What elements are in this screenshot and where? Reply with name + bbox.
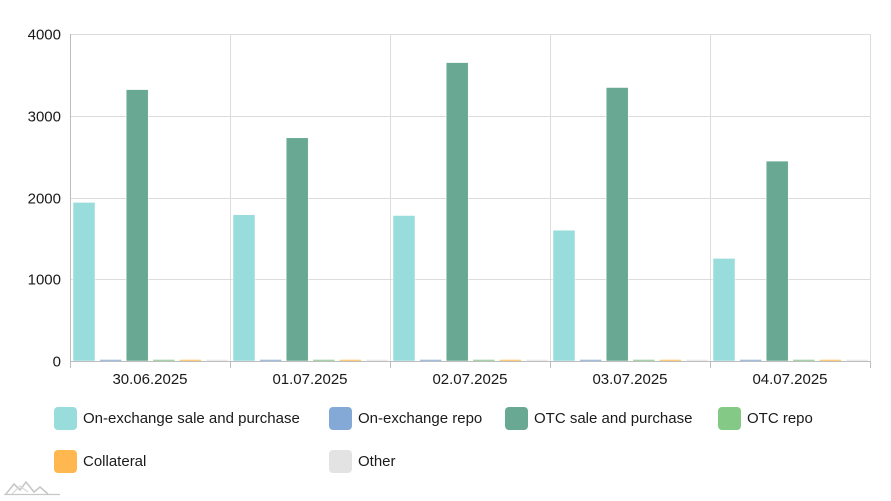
bar-4-4[interactable] — [819, 359, 842, 362]
x-tick-label: 02.07.2025 — [432, 371, 507, 388]
bar-3-0[interactable] — [552, 229, 576, 362]
legend: On-exchange sale and purchase On-exchange… — [54, 406, 854, 492]
x-tick-label: 04.07.2025 — [752, 371, 827, 388]
bar-4-5[interactable] — [845, 359, 869, 362]
bar-2-0[interactable] — [392, 215, 416, 362]
y-tick-label: 0 — [53, 354, 61, 371]
legend-item[interactable]: Other — [329, 449, 396, 474]
bar-1-1[interactable] — [259, 359, 282, 362]
legend-item[interactable]: On-exchange sale and purchase — [54, 406, 300, 431]
bar-1-4[interactable] — [339, 359, 362, 362]
bar-4-2[interactable] — [765, 160, 789, 362]
legend-swatch — [718, 407, 741, 430]
bar-3-3[interactable] — [632, 359, 656, 362]
axes — [70, 34, 871, 368]
bar-2-3[interactable] — [472, 359, 496, 362]
legend-swatch — [54, 450, 77, 473]
legend-item[interactable]: Collateral — [54, 449, 146, 474]
bar-1-2[interactable] — [285, 137, 309, 362]
bar-3-1[interactable] — [579, 359, 602, 362]
y-tick-label: 4000 — [28, 27, 61, 44]
y-tick-label: 3000 — [28, 109, 61, 126]
bar-chart: 0 1000 2000 3000 4000 30.06.2025 01.07.2025 02… — [28, 27, 871, 388]
bar-1-5[interactable] — [365, 359, 389, 362]
legend-label: On-exchange sale and purchase — [83, 410, 300, 427]
legend-label: Other — [358, 453, 396, 470]
legend-label: OTC sale and purchase — [534, 410, 693, 427]
legend-label: Collateral — [83, 453, 147, 470]
bar-4-1[interactable] — [739, 359, 762, 362]
bar-0-0[interactable] — [72, 202, 96, 362]
legend-item[interactable]: On-exchange repo — [329, 406, 482, 431]
bar-3-5[interactable] — [685, 359, 709, 362]
bar-2-5[interactable] — [525, 359, 549, 362]
bars — [72, 62, 869, 362]
bar-3-2[interactable] — [605, 87, 629, 362]
legend-swatch — [329, 407, 352, 430]
bar-0-4[interactable] — [179, 359, 202, 362]
y-tick-label: 1000 — [28, 272, 61, 289]
legend-label: On-exchange repo — [358, 410, 483, 427]
bar-4-3[interactable] — [792, 359, 816, 362]
x-tick-label: 03.07.2025 — [592, 371, 667, 388]
bar-2-4[interactable] — [499, 359, 522, 362]
legend-swatch — [54, 407, 77, 430]
y-axis-tick-labels: 0 1000 2000 3000 4000 — [28, 27, 61, 371]
bar-1-3[interactable] — [312, 359, 336, 362]
legend-swatch — [329, 450, 352, 473]
x-tick-label: 01.07.2025 — [272, 371, 347, 388]
legend-swatch — [505, 407, 528, 430]
bar-4-0[interactable] — [712, 258, 736, 362]
legend-label: OTC repo — [747, 410, 813, 427]
bar-0-5[interactable] — [205, 359, 229, 362]
bar-3-4[interactable] — [659, 359, 682, 362]
x-tick-label: 30.06.2025 — [112, 371, 187, 388]
bar-0-1[interactable] — [99, 359, 122, 362]
y-tick-label: 2000 — [28, 191, 61, 208]
bar-0-3[interactable] — [152, 359, 176, 362]
legend-item[interactable]: OTC repo — [718, 406, 813, 431]
legend-item[interactable]: OTC sale and purchase — [505, 406, 692, 431]
x-axis-tick-labels: 30.06.2025 01.07.2025 02.07.2025 03.07.2025… — [112, 371, 827, 388]
bar-2-1[interactable] — [419, 359, 442, 362]
bar-0-2[interactable] — [125, 89, 149, 362]
logo-watermark-icon — [4, 478, 64, 501]
gridlines — [70, 34, 871, 362]
bar-1-0[interactable] — [232, 214, 256, 362]
bar-2-2[interactable] — [445, 62, 469, 362]
